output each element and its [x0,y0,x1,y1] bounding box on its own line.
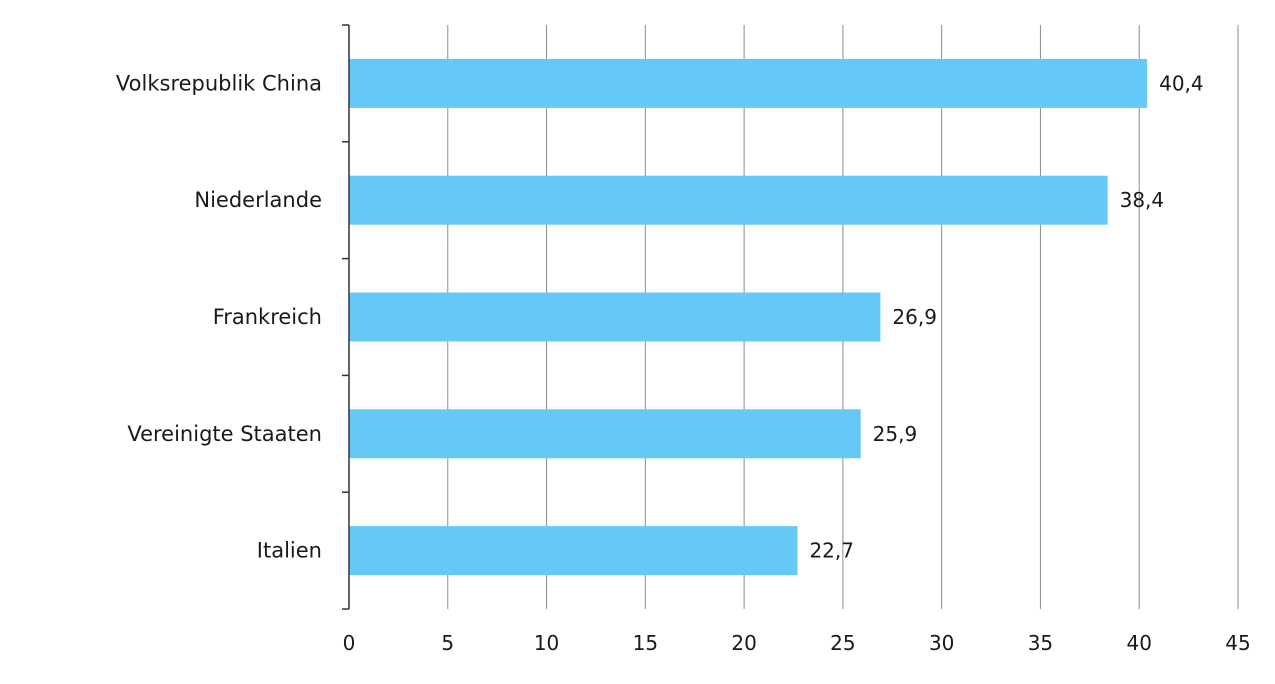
x-tick-label-25: 25 [830,631,855,655]
bar-1 [349,175,1108,225]
x-tick-label-40: 40 [1126,631,1151,655]
value-label-1: 38,4 [1120,188,1165,212]
x-tick-label-5: 5 [441,631,454,655]
category-label-2: Frankreich [213,305,322,329]
category-label-3: Vereinigte Staaten [127,422,322,446]
x-tick-label-45: 45 [1225,631,1250,655]
x-tick-label-20: 20 [731,631,756,655]
value-label-2: 26,9 [892,305,937,329]
x-tick-label-0: 0 [343,631,356,655]
bar-0 [349,58,1148,108]
axes [342,24,350,610]
x-tick-label-15: 15 [633,631,658,655]
category-label-0: Volksrepublik China [116,71,322,95]
bars [349,58,1148,576]
bar-2 [349,292,881,342]
bar-4 [349,526,798,576]
x-tick-label-35: 35 [1028,631,1053,655]
x-tick-label-30: 30 [929,631,954,655]
value-label-4: 22,7 [809,539,854,563]
labels: 0 5 10 15 20 25 30 35 40 45 Volksrepublik China 40,… [116,71,1251,655]
x-tick-label-10: 10 [534,631,559,655]
category-label-1: Niederlande [194,188,322,212]
value-label-0: 40,4 [1159,71,1204,95]
category-label-4: Italien [257,539,322,563]
value-label-3: 25,9 [873,422,918,446]
bar-3 [349,409,861,459]
